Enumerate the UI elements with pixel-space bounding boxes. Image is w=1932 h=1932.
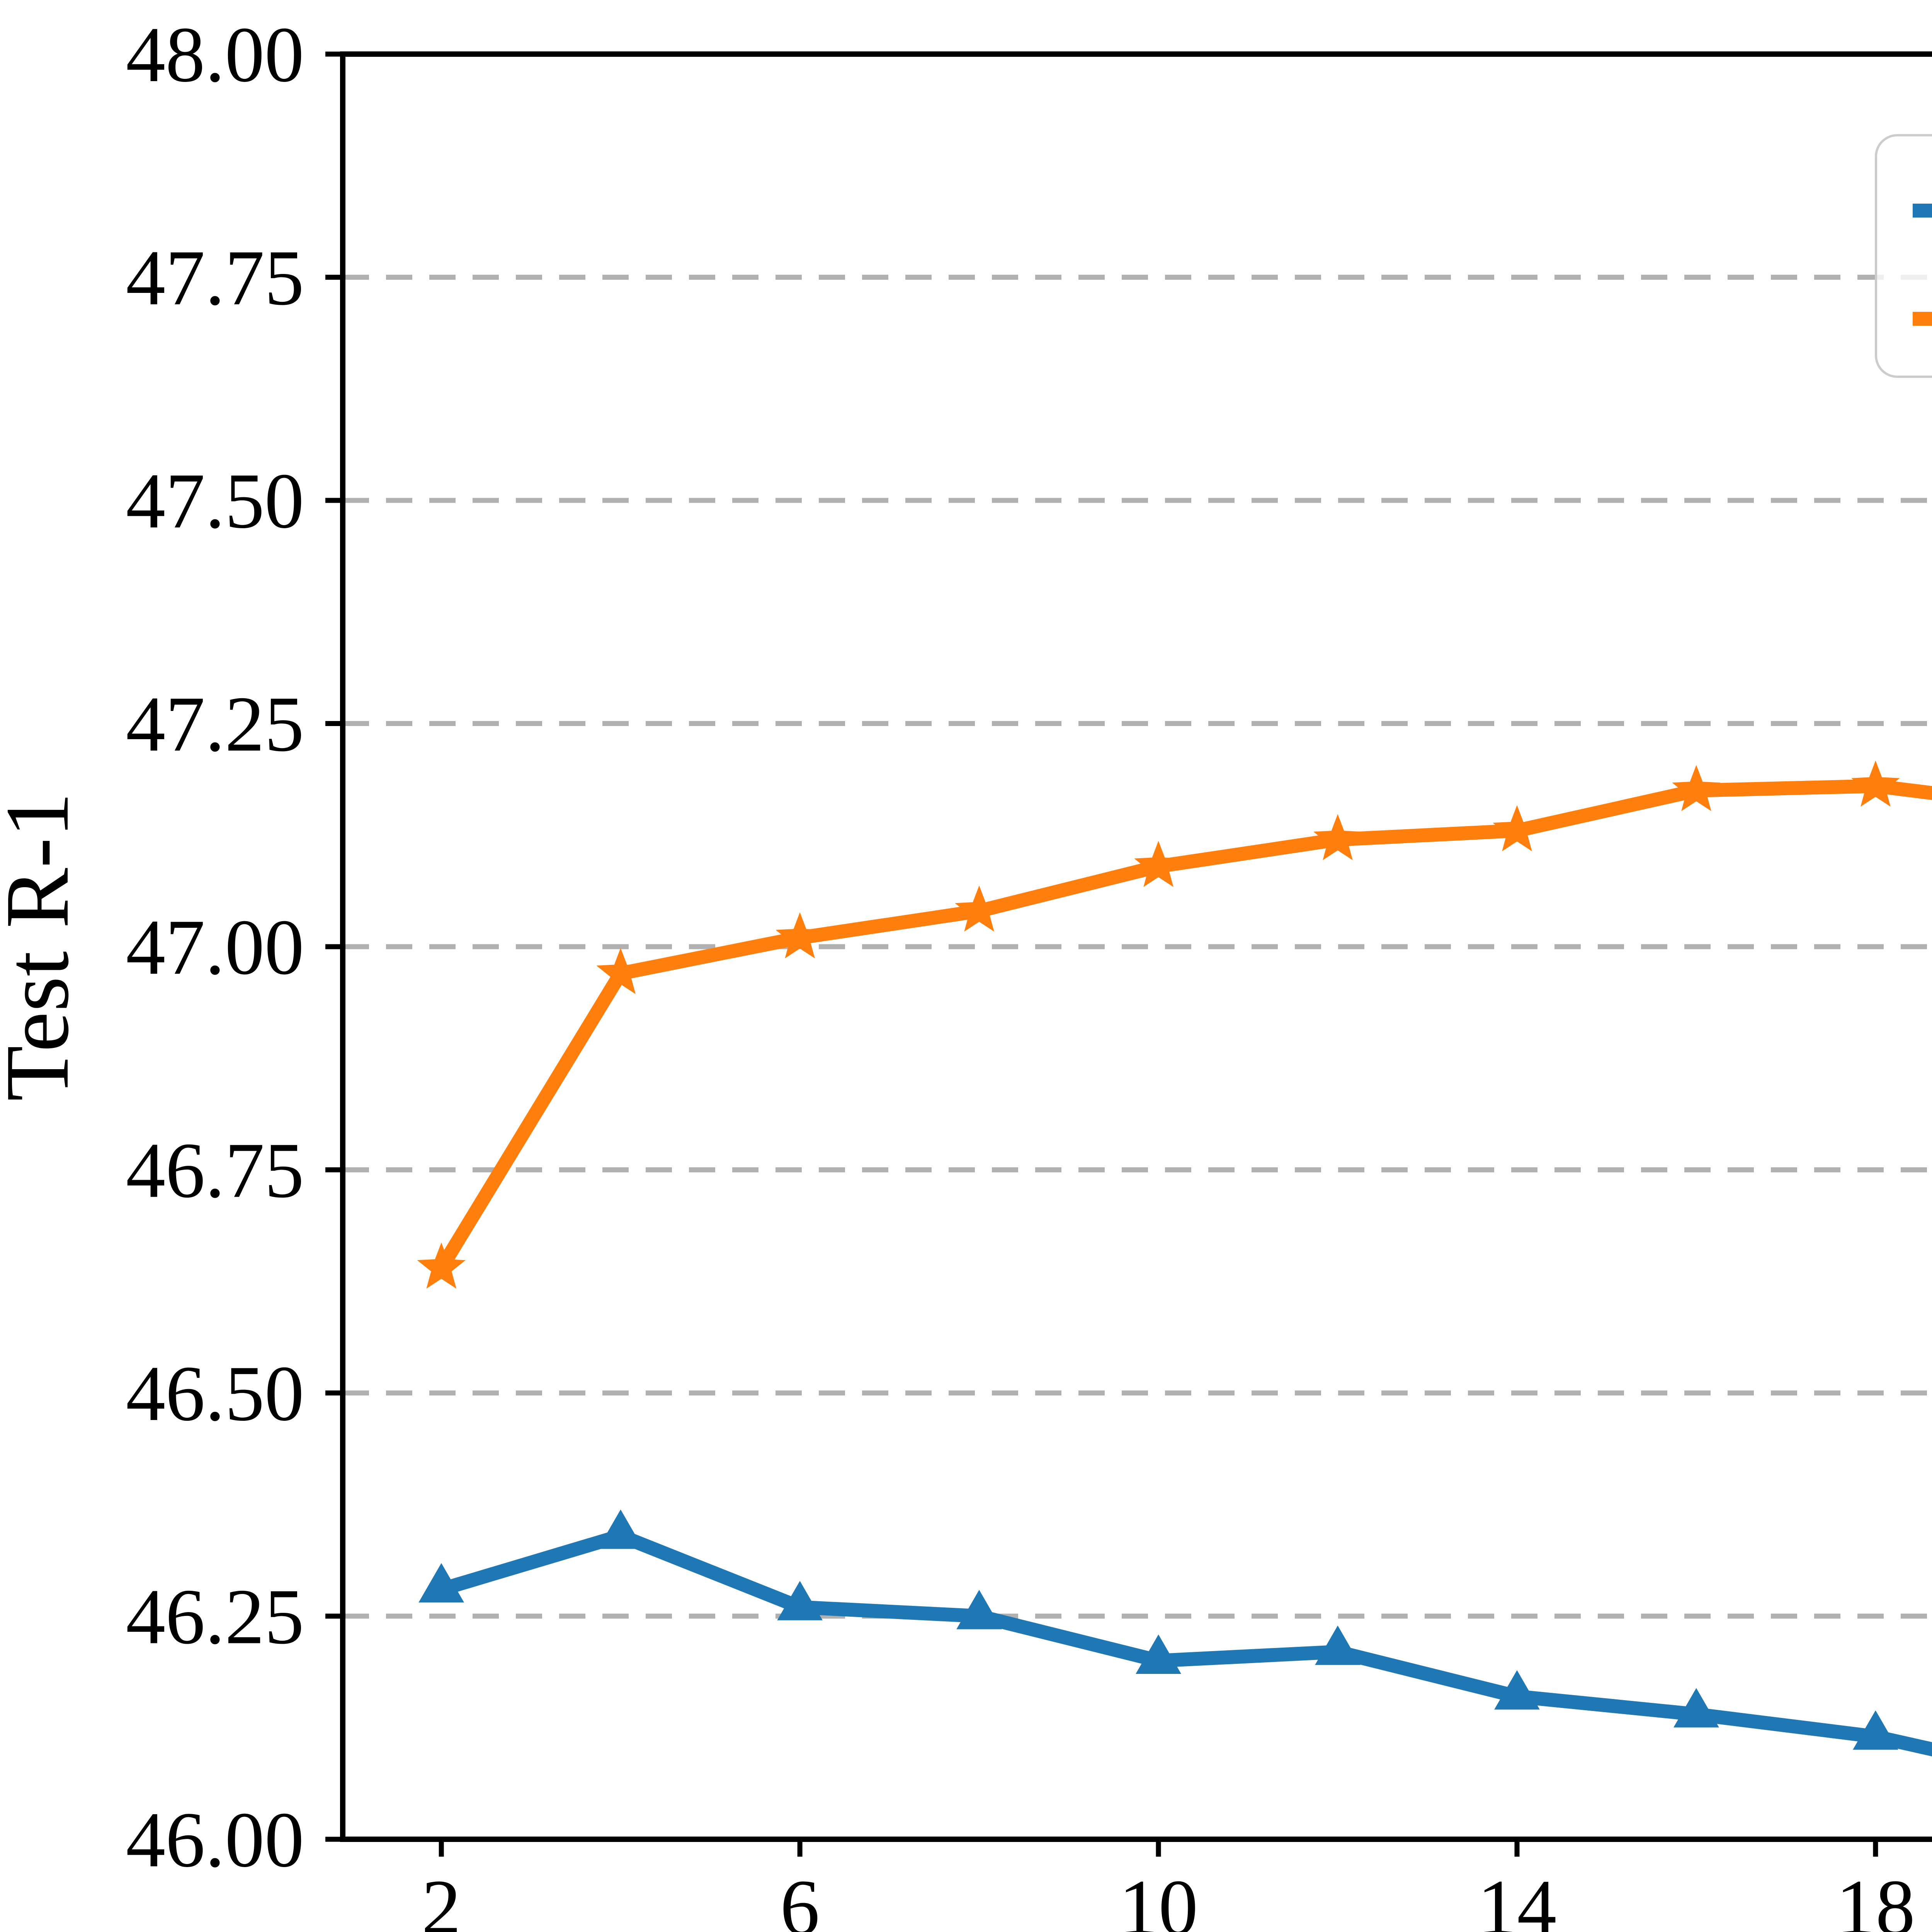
star-marker xyxy=(417,1242,466,1289)
star-marker xyxy=(1134,841,1183,887)
triangle-marker xyxy=(1136,1634,1181,1674)
series-jgr-r xyxy=(417,760,1932,1289)
y-tick-label: 46.25 xyxy=(126,1573,304,1661)
star-marker xyxy=(1313,814,1362,861)
star-marker xyxy=(955,885,1003,932)
series-jgr-g xyxy=(418,1509,1932,1757)
y-tick-label: 46.50 xyxy=(126,1350,304,1437)
triangle-marker xyxy=(1673,1688,1719,1728)
legend: JGR-GJGR-R xyxy=(1875,134,1932,378)
y-tick-label: 47.50 xyxy=(126,457,304,545)
star-marker xyxy=(1672,765,1721,811)
star-marker xyxy=(596,948,645,994)
y-tick-label: 47.25 xyxy=(126,680,304,768)
star-marker xyxy=(1851,760,1900,807)
triangle-marker xyxy=(956,1590,1002,1629)
star-marker xyxy=(1493,805,1541,852)
triangle-marker xyxy=(1315,1625,1361,1665)
series-jgr-g-line xyxy=(439,1529,1932,1757)
y-tick-label: 46.00 xyxy=(126,1796,304,1884)
star-marker xyxy=(776,912,824,959)
x-tick-label: 6 xyxy=(780,1864,820,1932)
x-tick-label: 18 xyxy=(1836,1864,1915,1932)
y-tick-label: 47.75 xyxy=(126,234,304,322)
y-axis-label: Test R-1 xyxy=(0,792,87,1101)
legend-box xyxy=(1875,134,1932,378)
x-tick-label: 14 xyxy=(1477,1864,1556,1932)
triangle-marker xyxy=(418,1563,464,1603)
x-tick-label: 10 xyxy=(1119,1864,1198,1932)
x-tick-label: 2 xyxy=(422,1864,461,1932)
series-jgr-r-line xyxy=(435,779,1932,1272)
triangle-marker xyxy=(777,1581,823,1621)
y-tick-label: 46.75 xyxy=(126,1127,304,1214)
y-tick-label: 48.00 xyxy=(126,11,304,99)
axes-ticks: 46.00 46.25 46.50 46.75 47.00 47.25 47.50 47.75… xyxy=(126,11,1915,1932)
triangle-marker xyxy=(598,1509,644,1549)
y-tick-label: 47.00 xyxy=(126,903,304,991)
triangle-marker xyxy=(1494,1670,1540,1710)
triangle-marker xyxy=(1853,1710,1898,1750)
